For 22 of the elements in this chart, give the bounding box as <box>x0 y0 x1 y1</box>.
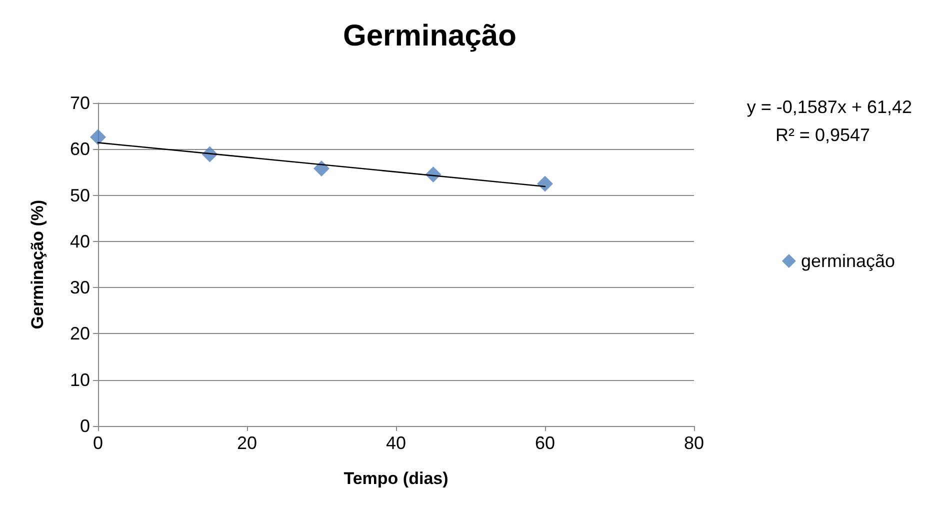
y-tick-label: 50 <box>70 185 90 206</box>
point <box>314 160 330 177</box>
y-tick-label: 70 <box>70 93 90 113</box>
x-tick-label: 0 <box>92 433 104 453</box>
y-tick-label: 20 <box>70 324 90 344</box>
x-tick-label: 80 <box>684 433 704 453</box>
y-tick-label: 40 <box>70 231 90 252</box>
x-tick-label: 40 <box>386 433 406 453</box>
y-tick-label: 60 <box>70 139 90 160</box>
legend-label: germinação <box>800 251 896 271</box>
x-axis-title: Tempo (dias) <box>344 469 448 488</box>
point <box>90 129 106 146</box>
y-tick-label: 10 <box>70 370 90 390</box>
chart-title: Germinação <box>343 20 516 52</box>
x-tick-label: 60 <box>534 433 556 453</box>
y-tick-label: 30 <box>70 278 90 298</box>
y-axis-title: Germinação (%) <box>28 200 47 330</box>
point <box>537 176 553 192</box>
text: R² = 0,9547 <box>775 125 870 145</box>
y-tick-label: 0 <box>80 416 90 436</box>
text: y = -0,1587x + 61,42 <box>746 97 912 117</box>
x-tick-label: 20 <box>236 433 258 453</box>
